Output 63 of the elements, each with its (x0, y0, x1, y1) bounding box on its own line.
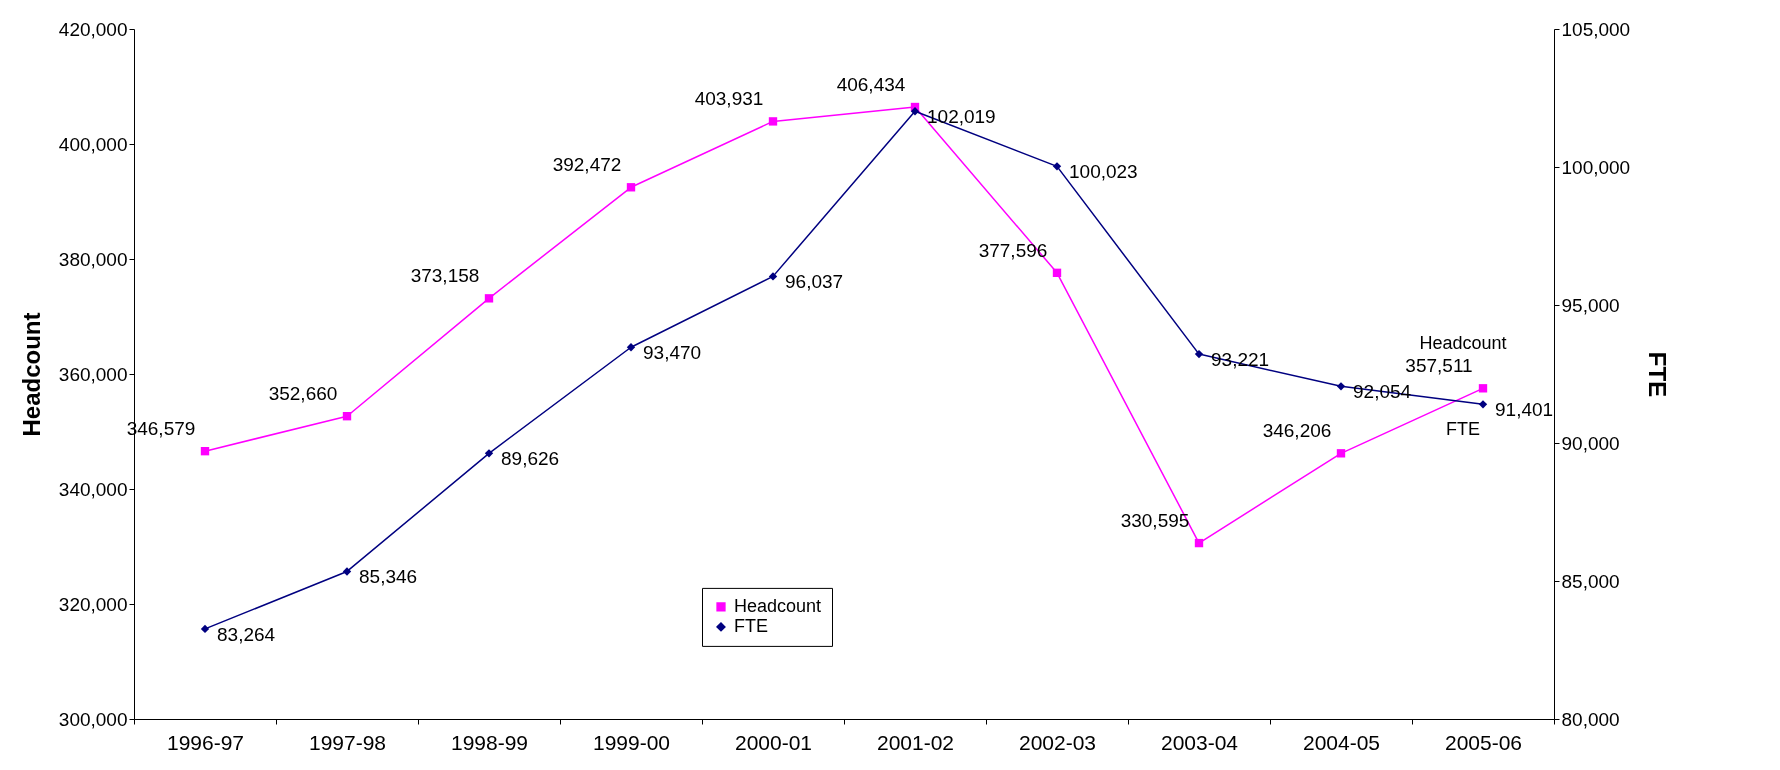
point (1052, 162, 1062, 171)
legend-label: Headcount (734, 595, 822, 616)
point (484, 294, 494, 303)
data-label: 392,472 (552, 154, 622, 176)
data-label: 102,019 (927, 106, 996, 128)
x-tick-label: 2000-01 (734, 730, 813, 754)
x-tick-label: 1999-00 (592, 730, 671, 754)
y-tick-label: 420,000 (58, 18, 128, 40)
y-tick-label: 300,000 (58, 708, 128, 730)
point (484, 449, 494, 458)
y2-tick-label: 80,000 (1561, 708, 1620, 730)
x-tick-label: 1997-98 (308, 730, 387, 754)
y-tick-label: 380,000 (58, 248, 128, 270)
point (1194, 349, 1204, 359)
y-tick-label: 360,000 (58, 363, 128, 385)
x-tick-label: 2002-03 (1018, 730, 1097, 754)
data-label: 357,511 (1405, 355, 1473, 377)
annotation: Headcount (1419, 333, 1507, 354)
data-label: 93,470 (643, 342, 702, 364)
y-tick-label: 400,000 (58, 133, 128, 155)
y2-tick-label: 105,000 (1561, 18, 1631, 40)
y-axis-title: Headcount (17, 312, 45, 437)
x-tick-label: 1998-99 (450, 730, 529, 754)
point (342, 412, 352, 421)
point (768, 272, 778, 281)
point (1336, 449, 1346, 458)
data-label: 96,037 (785, 271, 844, 293)
data-label: 100,023 (1069, 161, 1138, 183)
x-tick-label: 2004-05 (1302, 730, 1381, 754)
data-label: 83,264 (217, 623, 276, 645)
point (626, 343, 636, 352)
y-tick-label: 320,000 (58, 593, 128, 615)
data-label: 85,346 (359, 566, 418, 588)
data-label: 352,660 (268, 383, 338, 405)
x-tick-label: 2003-04 (1160, 730, 1239, 754)
legend-label: FTE (734, 615, 768, 636)
point (1478, 384, 1488, 393)
point (1336, 382, 1346, 391)
point (1052, 268, 1062, 278)
data-label: 403,931 (694, 88, 764, 110)
point (342, 567, 352, 576)
data-label: 406,434 (836, 74, 906, 95)
y2-tick-label: 100,000 (1561, 156, 1631, 178)
data-label: 346,206 (1262, 420, 1332, 442)
y2-tick-label: 85,000 (1561, 570, 1620, 592)
data-label: 373,158 (410, 265, 480, 287)
point (910, 107, 920, 116)
point (200, 624, 210, 634)
y2-tick-label: 95,000 (1561, 294, 1620, 316)
x-tick-label: 2001-02 (876, 730, 955, 754)
point (200, 446, 210, 456)
point (1478, 400, 1488, 409)
point (626, 183, 636, 192)
annotation: FTE (1446, 419, 1480, 440)
point (1194, 538, 1204, 548)
data-label: 91,401 (1495, 399, 1554, 421)
y-tick-label: 340,000 (58, 478, 128, 500)
y2-tick-label: 90,000 (1561, 432, 1620, 454)
y2-axis-title: FTE (1644, 351, 1672, 398)
x-tick-label: 1996-97 (166, 730, 245, 754)
point (768, 117, 778, 126)
data-label: 89,626 (501, 448, 560, 470)
x-tick-label: 2005-06 (1444, 730, 1523, 754)
